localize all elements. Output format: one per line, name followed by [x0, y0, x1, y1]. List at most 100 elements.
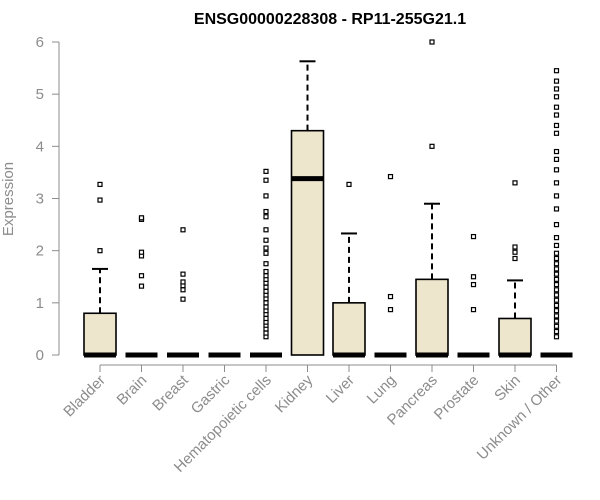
x-tick-label: Skin: [491, 372, 524, 405]
outlier-point: [553, 318, 560, 324]
y-tick-label: 6: [36, 34, 44, 51]
outlier-point: [263, 273, 269, 279]
chart-title: ENSG00000228308 - RP11-255G21.1: [194, 11, 466, 28]
outlier-point: [138, 273, 145, 279]
outlier-point: [180, 227, 186, 233]
outlier-point: [553, 308, 560, 314]
box-brain: [125, 215, 158, 358]
outlier-point: [553, 156, 560, 162]
outlier-point: [387, 307, 394, 313]
outlier-point: [180, 287, 186, 293]
outlier-point: [263, 261, 269, 267]
y-tick-label: 1: [36, 295, 44, 312]
outlier-point: [553, 206, 560, 212]
outlier-point: [553, 266, 560, 272]
x-tick-label: Liver: [323, 372, 358, 407]
outlier-point: [263, 227, 269, 233]
outlier-point: [553, 328, 560, 335]
outlier-point: [263, 193, 269, 199]
outlier-point: [553, 271, 560, 277]
box-prostate: [457, 233, 490, 358]
boxes-group: [83, 39, 573, 358]
outlier-point: [553, 334, 560, 340]
outlier-point: [553, 302, 560, 309]
outlier-point: [97, 197, 103, 203]
outlier-point: [553, 167, 560, 173]
outlier-point: [553, 255, 560, 262]
x-tick-label: Bladder: [60, 372, 109, 421]
outlier-point: [263, 300, 269, 306]
box-liver: [332, 181, 366, 358]
outlier-point: [470, 233, 477, 240]
outlier-point: [263, 245, 269, 251]
outlier-point: [346, 181, 352, 188]
outlier-point: [512, 249, 518, 255]
outlier-point: [263, 168, 269, 174]
y-tick-label: 0: [36, 347, 44, 364]
box-rect: [415, 278, 449, 356]
outlier-point: [553, 130, 560, 136]
x-tick-label: Prostate: [431, 372, 483, 424]
box-pancreas: [415, 39, 449, 358]
outlier-point: [553, 261, 560, 267]
outlier-point: [553, 235, 560, 241]
y-tick-label: 3: [36, 191, 44, 208]
outlier-point: [553, 297, 560, 303]
outlier-point: [553, 148, 560, 155]
y-tick-label: 5: [36, 86, 44, 103]
y-axis-label: Expression: [0, 162, 17, 236]
outlier-point: [553, 281, 560, 288]
box-rect: [83, 312, 117, 356]
x-tick-label: Brain: [114, 372, 151, 409]
outlier-point: [263, 315, 269, 322]
outlier-point: [138, 283, 145, 289]
outlier-point: [470, 281, 477, 288]
box-lung: [374, 173, 407, 358]
outlier-point: [180, 296, 186, 302]
x-tick-label: Lung: [364, 372, 400, 408]
outlier-point: [180, 271, 186, 277]
outlier-point: [553, 242, 560, 249]
outlier-point: [263, 288, 269, 294]
outlier-point: [553, 221, 560, 228]
outlier-point: [553, 68, 560, 74]
outlier-point: [263, 208, 269, 215]
outlier-point: [553, 94, 560, 100]
outlier-point: [553, 122, 560, 129]
y-tick-label: 4: [36, 138, 44, 155]
outlier-point: [553, 250, 560, 256]
outlier-point: [429, 39, 435, 45]
box-rect: [498, 317, 532, 356]
box-unknown-other: [540, 68, 573, 358]
outlier-point: [387, 173, 394, 180]
box-breast: [167, 227, 199, 358]
outlier-point: [387, 293, 394, 300]
box-kidney: [290, 60, 325, 356]
outlier-point: [553, 86, 560, 92]
outlier-point: [429, 143, 435, 149]
outlier-point: [263, 214, 269, 220]
outlier-point: [512, 180, 518, 186]
box-skin: [498, 180, 532, 358]
outlier-point: [553, 193, 560, 199]
outlier-point: [553, 104, 560, 110]
box-hematopoietic-cells: [250, 168, 282, 358]
outlier-point: [138, 215, 145, 221]
outlier-point: [512, 244, 518, 250]
outlier-point: [512, 255, 518, 262]
outlier-point: [553, 78, 560, 84]
box-rect: [290, 129, 325, 356]
box-bladder: [83, 181, 117, 358]
y-tick-label: 2: [36, 243, 44, 260]
x-tick-label: Kidney: [272, 371, 317, 416]
outlier-point: [263, 237, 269, 243]
outlier-point: [553, 323, 560, 329]
outlier-point: [470, 274, 477, 280]
outlier-point: [263, 304, 269, 310]
outlier-point: [553, 313, 560, 319]
outlier-point: [263, 330, 269, 336]
box-rect: [332, 302, 366, 356]
outlier-point: [470, 307, 477, 313]
outlier-point: [97, 248, 103, 254]
